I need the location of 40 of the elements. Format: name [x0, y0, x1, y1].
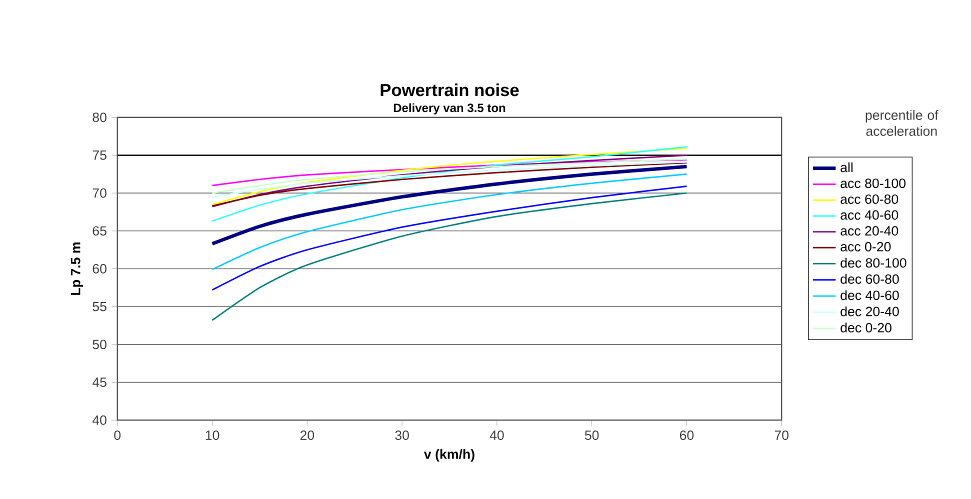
y-tick-label: 70 — [92, 188, 106, 198]
x-tick-label: 70 — [774, 430, 789, 440]
legend-label: dec 0-20 — [840, 322, 892, 333]
legend-label: acc 60-80 — [840, 194, 898, 204]
line-series — [212, 186, 688, 291]
x-tick-label: 0 — [114, 430, 121, 440]
y-tick-label: 60 — [92, 264, 106, 274]
legend-label: dec 60-80 — [840, 274, 899, 284]
line-series — [212, 146, 688, 222]
legend-label: acc 40-60 — [840, 210, 898, 220]
legend-label: acc 0-20 — [840, 242, 891, 252]
y-tick-label: 50 — [92, 340, 106, 350]
legend-label: dec 40-60 — [840, 290, 899, 300]
y-tick-label: 80 — [92, 112, 106, 122]
x-tick-label: 60 — [680, 430, 694, 440]
legend-label: dec 80-100 — [840, 258, 906, 268]
legend-label: dec 20-40 — [840, 306, 899, 316]
legend-label: acc 80-100 — [840, 178, 906, 188]
x-tick-label: 50 — [584, 430, 599, 440]
line-series — [210, 164, 688, 246]
line-series — [212, 192, 688, 322]
y-tick-label: 55 — [92, 302, 106, 312]
line-series — [212, 159, 688, 186]
y-tick-label: 75 — [92, 150, 106, 160]
legend-label: acc 20-40 — [840, 226, 898, 236]
x-tick-label: 30 — [395, 430, 409, 440]
legend-title: percentile of acceleration — [866, 110, 938, 136]
y-tick-label: 40 — [92, 415, 106, 425]
x-axis-title: v (km/h) — [424, 449, 474, 462]
x-tick-label: 40 — [490, 430, 504, 440]
chart-title: Powertrain noise — [380, 84, 519, 96]
chart-subtitle: Delivery van 3.5 ton — [394, 103, 506, 115]
line-series — [212, 173, 688, 270]
y-tick-label: 45 — [92, 378, 106, 388]
x-tick-label: 10 — [206, 430, 220, 440]
line-series — [212, 162, 688, 207]
x-tick-label: 20 — [300, 430, 314, 440]
y-axis-title: Lp 7.5 m — [71, 242, 83, 295]
y-tick-label: 65 — [92, 226, 106, 236]
legend-label: all — [840, 162, 853, 172]
